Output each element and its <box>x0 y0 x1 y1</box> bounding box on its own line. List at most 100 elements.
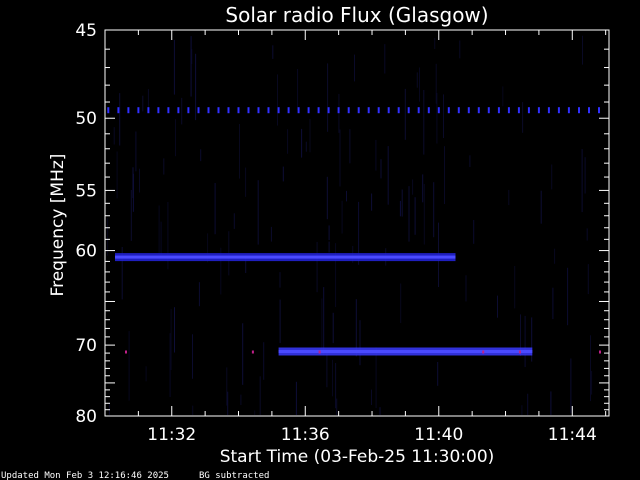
noise-streak <box>335 363 337 409</box>
hot-pixel <box>318 350 321 354</box>
background-note: BG subtracted <box>199 471 269 480</box>
noise-streak <box>423 90 425 155</box>
interference-dot <box>247 107 250 114</box>
interference-dot <box>457 107 460 114</box>
noise-streak <box>200 149 202 162</box>
noise-streak <box>279 299 281 344</box>
noise-streak <box>287 129 289 154</box>
emission-features <box>107 107 601 356</box>
interference-dot <box>527 107 530 114</box>
noise-streak <box>163 158 165 175</box>
noise-streak <box>522 102 524 133</box>
noise-streak <box>282 166 284 182</box>
noise-streak <box>297 69 299 111</box>
interference-dot <box>517 107 520 114</box>
interference-dot <box>477 107 480 114</box>
noise-streak <box>108 402 110 415</box>
noise-streak <box>277 74 278 126</box>
interference-dot <box>497 107 500 114</box>
interference-dot <box>387 107 390 114</box>
update-timestamp: Updated Mon Feb 3 12:16:46 2025 <box>1 471 169 480</box>
interference-dot <box>427 107 430 114</box>
emission-band-core <box>278 350 533 353</box>
noise-streak <box>239 124 240 179</box>
interference-dot <box>337 107 340 114</box>
noise-streak <box>380 159 382 179</box>
noise-streak <box>349 129 351 164</box>
noise-streak <box>554 248 556 264</box>
noise-streak <box>332 312 334 344</box>
noise-streak <box>379 407 381 415</box>
noise-streak <box>167 202 169 270</box>
interference-dot <box>197 107 200 114</box>
noise-streak <box>175 119 176 157</box>
noise-streak <box>587 264 589 295</box>
noise-streak <box>422 174 424 203</box>
y-axis-label: Frequency [MHz] <box>48 154 68 297</box>
noise-streak <box>408 186 410 242</box>
interference-dot <box>397 107 400 114</box>
noise-streak <box>524 315 526 368</box>
interference-dot <box>137 107 140 114</box>
interference-dot <box>157 107 160 114</box>
interference-dot <box>537 107 540 114</box>
noise-streak <box>423 184 425 245</box>
y-tick-label: 80 <box>75 407 97 427</box>
interference-dot <box>347 107 350 114</box>
noise-streak <box>173 39 175 95</box>
noise-streak <box>514 266 516 309</box>
noise-streak <box>242 323 244 385</box>
interference-dot <box>557 107 560 114</box>
noise-streak <box>375 139 377 171</box>
noise-streak <box>399 200 401 217</box>
noise-streak <box>227 391 229 415</box>
noise-streak <box>305 141 307 152</box>
noise-streak <box>198 282 200 307</box>
noise-streak <box>192 405 194 415</box>
noise-streak <box>433 182 435 238</box>
noise-streak <box>160 221 162 257</box>
noise-streak <box>190 36 192 97</box>
y-tick-label: 55 <box>75 181 97 201</box>
noise-streak <box>328 241 330 253</box>
noise-streak <box>521 405 523 415</box>
noise-streak <box>436 92 438 144</box>
noise-streak <box>174 307 175 353</box>
noise-streak <box>371 389 372 405</box>
y-tick-label: 50 <box>75 109 97 129</box>
interference-dot <box>588 107 590 114</box>
interference-dot <box>177 107 180 114</box>
noise-streak <box>419 67 420 102</box>
interference-dot <box>377 107 380 114</box>
interference-dot <box>117 107 120 114</box>
x-axis-label: Start Time (03-Feb-25 11:30:00) <box>220 447 495 467</box>
noise-streak <box>191 49 193 64</box>
noise-streak <box>584 157 586 194</box>
noise-streak <box>254 410 256 415</box>
interference-dot <box>417 107 420 114</box>
noise-streak <box>459 40 461 59</box>
noise-streak <box>107 218 109 256</box>
noise-streak <box>473 220 475 244</box>
noise-streak <box>142 95 144 112</box>
noise-streak <box>346 190 347 202</box>
noise-streak <box>220 247 222 295</box>
noise-streak <box>323 287 325 355</box>
noise-streak <box>375 347 377 408</box>
noise-streak <box>145 366 147 382</box>
interference-dot <box>287 107 290 114</box>
interference-dot <box>357 107 360 114</box>
noise-streak <box>531 317 533 362</box>
chart-title: Solar radio Flux (Glasgow) <box>225 3 488 27</box>
x-axis: 11:32 11:36 11:40 11:44 <box>137 30 607 445</box>
noise-streak <box>384 44 386 74</box>
noise-streak <box>195 53 197 121</box>
noise-streak <box>309 118 311 153</box>
noise-streak <box>341 200 343 234</box>
noise-streak <box>412 179 414 195</box>
y-tick-label: 60 <box>75 242 97 262</box>
noise-streak <box>316 241 318 293</box>
y-tick-label: 70 <box>75 336 97 356</box>
noise-streak <box>270 226 272 242</box>
noise-streak <box>400 283 402 323</box>
